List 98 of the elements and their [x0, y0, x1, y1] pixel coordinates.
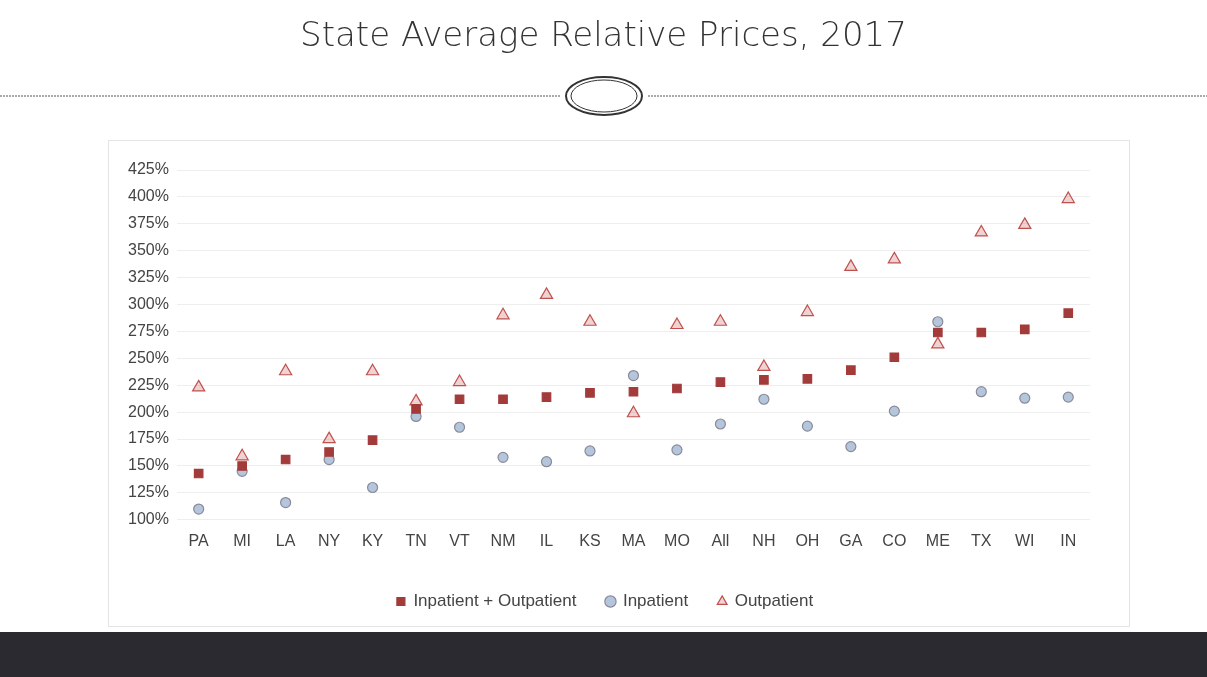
x-tick-label: MI [233, 531, 252, 549]
point [844, 259, 858, 271]
point [932, 316, 944, 328]
point [1018, 217, 1032, 229]
y-tick-label: 350% [128, 241, 169, 259]
chart-title: State Average Relative Prices, 2017 [299, 14, 908, 54]
point [584, 445, 596, 457]
point [322, 431, 336, 444]
point [237, 461, 247, 471]
legend-label: Inpatient + Outpatient [413, 591, 577, 611]
x-tick-label: TX [971, 531, 992, 549]
point [714, 418, 727, 430]
y-tick-label: 275% [128, 321, 169, 339]
x-tick-label: KS [579, 531, 601, 549]
point [280, 496, 292, 509]
point [585, 387, 595, 398]
x-tick-label: CO [882, 531, 907, 549]
point [1061, 191, 1075, 204]
x-tick-label: All [711, 531, 730, 549]
point [496, 307, 510, 320]
x-tick-label: OH [795, 531, 820, 549]
x-tick-label: ME [925, 531, 950, 549]
point [583, 314, 597, 326]
x-tick-label: VT [449, 531, 470, 549]
y-tick-label: 225% [128, 375, 169, 393]
point [974, 224, 988, 237]
x-tick-label: NY [317, 531, 341, 549]
x-tick-label: MA [621, 531, 646, 549]
point [192, 379, 206, 392]
legend-label: Outpatient [734, 591, 814, 611]
point [671, 444, 683, 456]
point [628, 386, 639, 397]
point [757, 359, 771, 372]
point [411, 404, 421, 414]
point [626, 405, 641, 418]
point [497, 451, 509, 463]
x-tick-label: WI [1015, 531, 1035, 549]
x-tick-label: MO [664, 531, 690, 549]
point [887, 251, 901, 264]
y-tick-label: 250% [128, 348, 169, 366]
point [540, 456, 553, 468]
legend-label: Inpatient [622, 591, 689, 611]
point [759, 375, 769, 385]
y-tick-label: 325% [128, 268, 169, 286]
y-tick-label: 375% [128, 214, 169, 232]
point [366, 481, 379, 494]
y-tick-label: 100% [128, 510, 169, 528]
y-tick-label: 300% [128, 294, 169, 312]
point [1062, 391, 1074, 403]
point [539, 287, 554, 299]
x-tick-label: PA [188, 531, 210, 549]
point [452, 374, 467, 387]
point [453, 421, 466, 433]
point [498, 394, 508, 405]
point [672, 383, 682, 394]
y-tick-label: 150% [128, 456, 169, 474]
point [365, 363, 380, 376]
x-tick-label: LA [275, 531, 296, 549]
point [846, 365, 856, 376]
point [713, 314, 728, 326]
point [888, 405, 900, 417]
point [235, 448, 249, 461]
x-tick-label: IL [539, 531, 554, 549]
point [801, 420, 813, 432]
point [715, 377, 726, 387]
y-tick-label: 200% [128, 402, 169, 420]
point [627, 369, 640, 382]
point [1019, 324, 1030, 335]
x-tick-label: NH [752, 531, 776, 549]
point [932, 327, 943, 338]
x-tick-label: TN [405, 531, 427, 549]
y-tick-label: 425% [128, 160, 169, 178]
point [758, 393, 770, 405]
point [193, 468, 204, 479]
y-tick-label: 400% [128, 187, 169, 205]
x-tick-label: GA [839, 531, 863, 549]
x-tick-label: NM [490, 531, 516, 549]
point [280, 454, 291, 465]
point [976, 327, 987, 338]
point [889, 352, 900, 363]
point [193, 503, 205, 515]
y-tick-label: 175% [128, 429, 169, 447]
point [1019, 392, 1031, 404]
point [845, 441, 857, 453]
point [324, 447, 334, 457]
point [1063, 308, 1074, 318]
point [367, 435, 378, 445]
x-tick-label: KY [361, 531, 384, 549]
point [670, 317, 684, 330]
point [975, 386, 987, 398]
y-tick-label: 125% [128, 483, 169, 501]
point [454, 394, 465, 405]
x-tick-label: IN [1060, 531, 1077, 549]
point [802, 373, 813, 384]
point [541, 392, 552, 402]
point [800, 304, 815, 317]
point [278, 363, 293, 376]
point [931, 336, 945, 349]
